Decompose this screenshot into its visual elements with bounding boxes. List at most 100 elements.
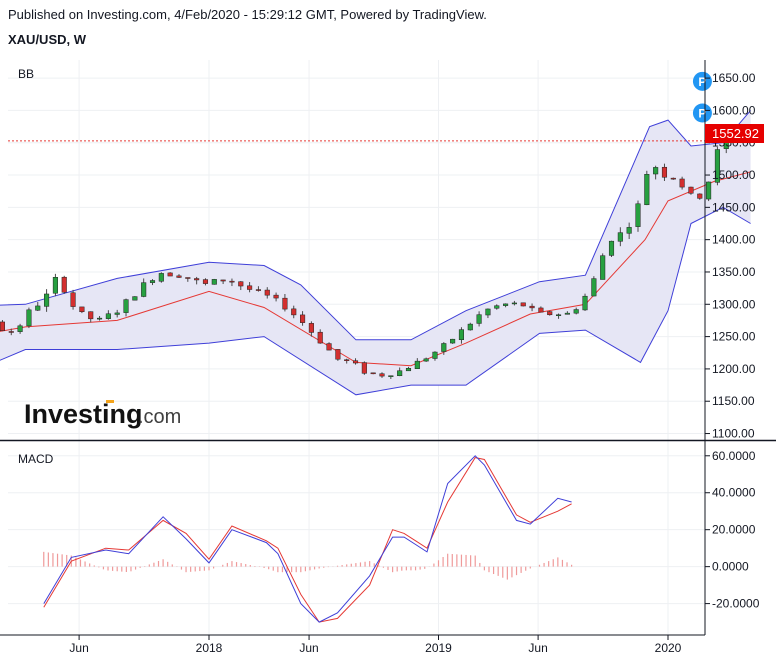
- candle-down: [70, 292, 76, 307]
- candle-up: [105, 313, 111, 319]
- candle-down: [264, 289, 270, 296]
- price-tick-label: 1450.00: [712, 200, 756, 214]
- candle-down: [370, 372, 376, 375]
- candle-up: [211, 279, 217, 285]
- candle-up: [44, 293, 50, 307]
- candle-up: [123, 299, 129, 313]
- candle-up: [582, 295, 588, 311]
- candle-up: [714, 149, 720, 183]
- bollinger-bands: PP: [0, 71, 751, 396]
- current-price-text: 1552.92: [712, 126, 759, 141]
- candle-down: [238, 281, 244, 287]
- published-header: Published on Investing.com, 4/Feb/2020 -…: [8, 7, 487, 22]
- candle-up: [635, 203, 641, 227]
- price-tick-label: 1650.00: [712, 71, 756, 85]
- bb-pane-label: BB: [18, 67, 34, 81]
- candle-down: [176, 275, 182, 278]
- candle-up: [485, 308, 491, 316]
- logo-bold-text: Investing: [24, 399, 143, 429]
- candle-up: [432, 351, 438, 359]
- candle-down: [291, 308, 297, 316]
- candle-down: [529, 305, 535, 309]
- candle-up: [608, 240, 615, 256]
- candle-down: [300, 314, 306, 323]
- candle-up: [149, 280, 156, 283]
- candle-up: [591, 278, 597, 297]
- pivot-marker-label: P: [698, 75, 706, 89]
- candle-down: [688, 186, 694, 194]
- candle-down: [326, 343, 332, 351]
- candle-up: [132, 296, 138, 301]
- candle-down: [79, 306, 85, 313]
- candle-down: [61, 276, 67, 293]
- candle-up: [17, 325, 23, 332]
- candle-up: [600, 255, 606, 280]
- candle-down: [8, 331, 14, 333]
- macd-indicator: [43, 455, 573, 623]
- candle-up: [450, 338, 456, 344]
- price-tick-label: 1200.00: [712, 362, 756, 376]
- macd-tick-label: 0.0000: [712, 560, 749, 574]
- candle-up: [35, 305, 41, 311]
- logo-suffix-text: .com: [138, 406, 181, 428]
- candle-up: [423, 358, 429, 362]
- price-tick-label: 1300.00: [712, 297, 756, 311]
- candle-up: [573, 309, 579, 314]
- time-tick-label: Jun: [528, 641, 547, 655]
- candle-down: [697, 193, 703, 199]
- price-tick-label: 1350.00: [712, 265, 756, 279]
- candle-down: [308, 323, 314, 333]
- pivot-marker: [692, 71, 712, 91]
- candle-down: [335, 349, 341, 360]
- time-tick-label: Jun: [299, 641, 318, 655]
- candle-down: [255, 289, 261, 291]
- pivot-marker-label: P: [698, 106, 706, 120]
- candle-down: [229, 280, 235, 283]
- candle-down: [670, 177, 676, 180]
- candle-up: [644, 174, 650, 206]
- candle-up: [397, 370, 403, 377]
- candle-up: [441, 343, 447, 352]
- current-price-label: 1552.92: [705, 124, 764, 143]
- candle-up: [414, 360, 420, 370]
- candle-up: [141, 282, 147, 297]
- candle-up: [564, 312, 570, 315]
- candle-up: [114, 312, 120, 315]
- time-tick-label: 2020: [655, 641, 682, 655]
- price-tick-label: 1150.00: [712, 394, 755, 408]
- candle-down: [361, 362, 367, 374]
- macd-line: [43, 455, 572, 623]
- candle-up: [503, 303, 509, 306]
- candle-down: [317, 331, 323, 344]
- candle-up: [626, 227, 632, 234]
- symbol-title: XAU/USD, W: [8, 32, 86, 47]
- bollinger-fill: [0, 110, 751, 395]
- candle-up: [458, 329, 464, 340]
- bollinger-lower: [0, 206, 751, 396]
- candle-down: [520, 302, 526, 307]
- candle-down: [679, 178, 685, 188]
- candle-up: [706, 181, 712, 200]
- candle-down: [202, 279, 209, 284]
- candle-down: [282, 297, 288, 310]
- candle-up: [555, 314, 562, 316]
- investing-logo: Investing .com: [24, 399, 181, 429]
- candle-down: [185, 277, 191, 279]
- candle-down: [352, 360, 359, 364]
- candle-up: [52, 277, 58, 294]
- candle-down: [661, 166, 668, 178]
- candle-up: [388, 375, 394, 377]
- macd-tick-label: -20.0000: [712, 597, 760, 611]
- macd-tick-label: 20.0000: [712, 523, 756, 537]
- price-tick-label: 1250.00: [712, 330, 756, 344]
- candle-down: [167, 272, 173, 277]
- candle-down: [194, 278, 200, 281]
- candle-up: [467, 323, 473, 331]
- macd-tick-label: 60.0000: [712, 449, 756, 463]
- candle-down: [379, 373, 385, 377]
- candle-up: [494, 305, 500, 309]
- price-tick-label: 1100.00: [712, 427, 755, 441]
- candle-up: [511, 302, 517, 305]
- time-tick-label: 2018: [196, 641, 223, 655]
